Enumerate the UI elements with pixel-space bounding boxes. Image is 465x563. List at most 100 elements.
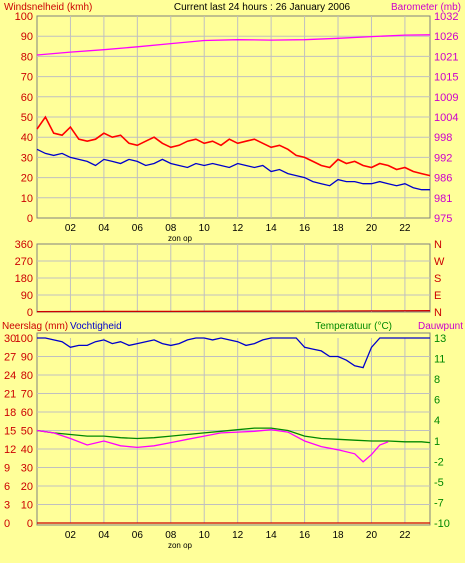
chart-title: Current last 24 hours : 26 January 2006 — [174, 2, 351, 13]
humidity-axis-label: Vochtigheid — [70, 321, 122, 332]
rain-tick-label: 12 — [4, 444, 16, 456]
right-tick-label: 8 — [434, 374, 440, 386]
left-tick-label: 80 — [21, 51, 33, 63]
left-tick-label: 360 — [15, 239, 33, 251]
left-tick-label: 0 — [27, 518, 33, 530]
left-tick-label: 20 — [21, 481, 33, 493]
left-tick-label: 0 — [27, 307, 33, 319]
right-tick-label: 981 — [434, 193, 452, 205]
panel-humidity-left-ticks: 0 10 20 30 40 50 60 70 80 90 100 0 3 6 9 12 15 18 21 24 27 30 — [4, 333, 33, 530]
rain-tick-label: 30 — [4, 333, 16, 345]
left-tick-label: 20 — [21, 173, 33, 185]
panel-humidity-hour-ticks: 02 04 06 08 10 12 14 16 18 20 22 — [65, 530, 411, 541]
hour-tick-label: 08 — [165, 530, 177, 541]
hour-tick-label: 22 — [399, 223, 411, 234]
rain-tick-label: 0 — [4, 518, 10, 530]
hour-tick-label: 18 — [332, 530, 344, 541]
left-tick-label: 40 — [21, 132, 33, 144]
hour-tick-label: 16 — [299, 223, 311, 234]
right-tick-label: 1021 — [434, 51, 458, 63]
right-tick-label: 1015 — [434, 72, 458, 84]
right-tick-label: 986 — [434, 173, 452, 185]
hour-tick-label: 12 — [232, 223, 244, 234]
rain-axis-label: Neerslag (mm) — [2, 321, 68, 332]
right-tick-label: -5 — [434, 477, 444, 489]
right-tick-label: 1004 — [434, 112, 458, 124]
left-tick-label: 0 — [27, 213, 33, 225]
hour-tick-label: 10 — [199, 223, 211, 234]
hour-tick-label: 02 — [65, 530, 77, 541]
hour-tick-label: 14 — [266, 223, 278, 234]
series-line-wind_direction — [36, 310, 431, 313]
panel-humidity-series — [36, 337, 431, 524]
left-tick-label: 30 — [21, 152, 33, 164]
hour-tick-label: 12 — [232, 530, 244, 541]
left-tick-label: 270 — [15, 256, 33, 268]
left-tick-label: 50 — [21, 426, 33, 438]
right-tick-label: 4 — [434, 415, 440, 427]
right-tick-label: 975 — [434, 213, 452, 225]
left-tick-label: 50 — [21, 112, 33, 124]
left-tick-label: 40 — [21, 444, 33, 456]
right-tick-label: -2 — [434, 456, 444, 468]
left-tick-label: 10 — [21, 500, 33, 512]
series-line-humidity — [37, 337, 430, 369]
rain-tick-label: 27 — [4, 352, 16, 364]
panel-humidity-grid — [37, 338, 430, 523]
left-tick-label: 60 — [21, 92, 33, 104]
series-line-barometer — [36, 34, 431, 56]
hour-tick-label: 04 — [98, 223, 110, 234]
panel-wind-grid — [37, 16, 430, 218]
rain-tick-label: 18 — [4, 407, 16, 419]
hour-tick-label: 10 — [199, 530, 211, 541]
series-line-wind_avg — [36, 148, 430, 191]
panel-humidity-frame — [36, 332, 431, 526]
panel-direction-left-ticks: 0 90 180 270 360 — [15, 239, 33, 319]
series-line-temperature — [36, 427, 431, 444]
left-tick-label: 10 — [21, 193, 33, 205]
right-tick-label: S — [434, 273, 441, 285]
right-tick-label: 1 — [434, 436, 440, 448]
right-tick-label: N — [434, 307, 442, 319]
right-tick-label: -7 — [434, 497, 444, 509]
left-tick-label: 90 — [21, 352, 33, 364]
barometer-axis-label: Barometer (mb) — [391, 2, 461, 13]
left-tick-label: 80 — [21, 370, 33, 382]
sunrise-label-2: zon op — [168, 541, 193, 550]
hour-tick-label: 02 — [65, 223, 77, 234]
hour-tick-label: 06 — [132, 530, 144, 541]
right-tick-label: 1026 — [434, 31, 458, 43]
sunrise-label-1: zon op — [168, 234, 193, 243]
panel-direction-grid — [37, 244, 430, 312]
left-tick-label: 70 — [21, 389, 33, 401]
hour-tick-label: 22 — [399, 530, 411, 541]
right-tick-label: -10 — [434, 518, 450, 530]
right-tick-label: 11 — [434, 354, 445, 366]
left-tick-label: 100 — [15, 333, 33, 345]
right-tick-label: N — [434, 239, 442, 251]
hour-tick-label: 06 — [132, 223, 144, 234]
left-tick-label: 70 — [21, 72, 33, 84]
panel-wind-hour-ticks: 02 04 06 08 10 12 14 16 18 20 22 — [65, 223, 411, 234]
right-tick-label: 998 — [434, 132, 452, 144]
dewpoint-axis-label: Dauwpunt — [418, 321, 463, 332]
panel-wind-series — [36, 34, 431, 191]
temperature-axis-label: Temperatuur (°C) — [315, 321, 392, 332]
left-tick-label: 100 — [15, 11, 33, 23]
left-tick-label: 90 — [21, 290, 33, 302]
series-line-wind_gust — [36, 115, 431, 177]
rain-tick-label: 6 — [4, 481, 10, 493]
rain-tick-label: 9 — [4, 463, 10, 475]
rain-tick-label: 21 — [4, 389, 16, 401]
hour-tick-label: 04 — [98, 530, 110, 541]
right-tick-label: 1032 — [434, 11, 458, 23]
panel-direction-series — [36, 310, 431, 313]
right-tick-label: W — [434, 256, 445, 268]
hour-tick-label: 18 — [332, 223, 344, 234]
right-tick-label: 1009 — [434, 92, 458, 104]
right-tick-label: 992 — [434, 152, 452, 164]
wind-speed-axis-label: Windsnelheid (kmh) — [4, 2, 92, 13]
